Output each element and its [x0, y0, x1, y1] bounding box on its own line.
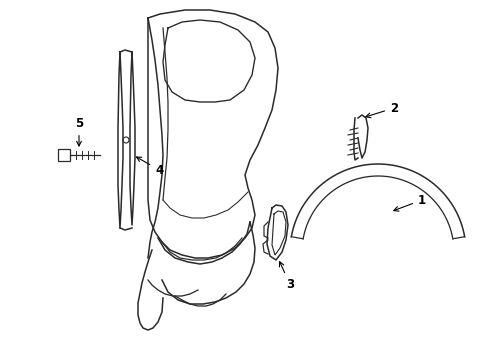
- Text: 4: 4: [136, 157, 163, 176]
- Text: 2: 2: [365, 102, 397, 118]
- Text: 3: 3: [279, 262, 293, 291]
- Bar: [58, 149, 70, 161]
- Text: 1: 1: [393, 194, 425, 211]
- Text: 5: 5: [75, 117, 83, 146]
